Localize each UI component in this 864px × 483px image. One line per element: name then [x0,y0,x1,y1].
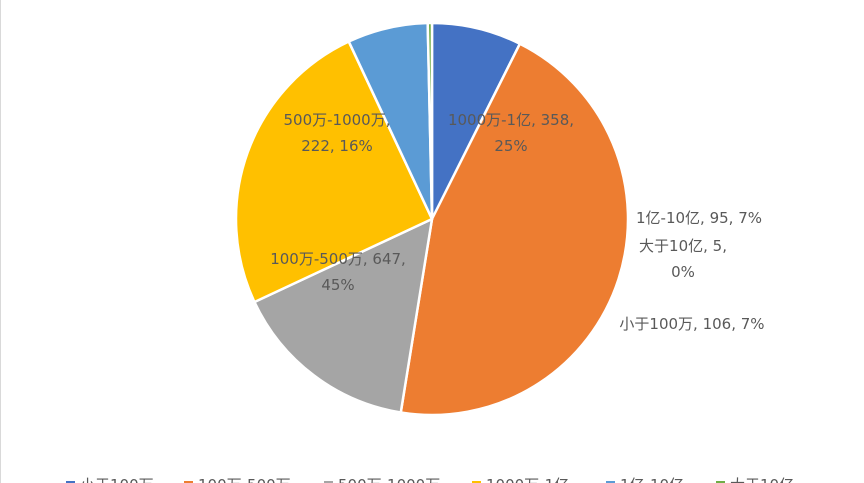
legend-swatch [324,481,333,483]
pie-slice-4 [234,40,434,304]
legend-item-4: 1000万-1亿 [472,476,569,483]
data-label-line: 1000万-1亿, 358, [448,111,574,129]
data-label-line: 0% [671,263,695,281]
data-label-line: 100万-500万, 647, [270,250,406,268]
data-label-2: 100万-500万, 647, 45% [270,250,406,294]
legend-label: 1亿-10亿 [620,476,684,483]
pie-slice-2 [399,42,630,417]
data-label-line: 500万-1000万, [284,111,391,129]
legend-item-3: 500万-1000万 [324,476,440,483]
legend-swatch [184,481,193,483]
data-label-4: 1000万-1亿, 358, 25% [448,111,574,155]
legend-label: 100万-500万 [198,476,291,483]
legend-item-1: 小于100万 [66,476,154,483]
data-label-line: 25% [494,137,527,155]
data-label-6: 大于10亿, 5, 0% [639,237,727,281]
legend-label: 500万-1000万 [338,476,440,483]
data-label-1: 小于100万, 106, 7% [619,315,764,333]
legend-label: 大于10亿 [730,476,794,483]
data-label-3: 500万-1000万, 222, 16% [284,111,391,155]
data-label-line: 大于10亿, 5, [639,237,727,255]
legend-item-6: 大于10亿 [716,476,794,483]
pie-slices [234,21,630,417]
legend-swatch [66,481,75,483]
legend-item-2: 100万-500万 [184,476,291,483]
pie-slice-3 [253,217,434,414]
legend-swatch [472,481,481,483]
legend-label: 1000万-1亿 [486,476,569,483]
data-label-line: 45% [321,276,354,294]
legend-swatch [606,481,615,483]
data-label-line: 1亿-10亿, 95, 7% [636,209,762,227]
data-label-5: 1亿-10亿, 95, 7% [636,209,762,227]
legend-swatch [716,481,725,483]
data-label-line: 222, 16% [301,137,373,155]
legend: 小于100万 100万-500万 500万-1000万 1000万-1亿 1亿-10亿 大… [66,476,794,483]
legend-item-5: 1亿-10亿 [606,476,684,483]
legend-label: 小于100万 [80,476,154,483]
pie-slice-6 [426,21,434,221]
data-label-line: 小于100万, 106, 7% [619,315,764,333]
chart-area-border [0,0,1,483]
data-labels: 小于100万, 106, 7% 100万-500万, 647, 45% 500万-10… [270,111,764,333]
